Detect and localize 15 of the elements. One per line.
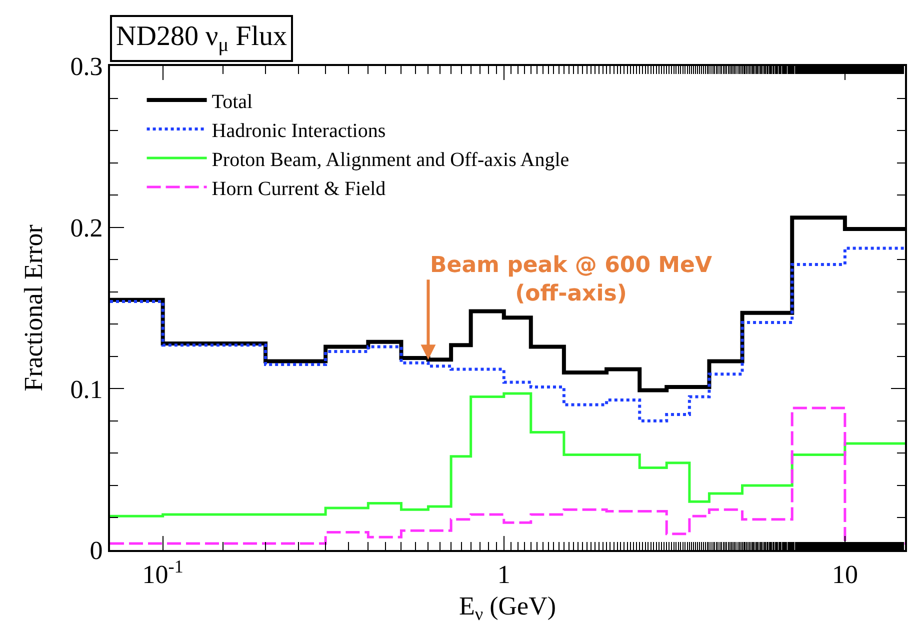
y-tick-label: 0.1 bbox=[70, 374, 103, 404]
legend-label: Proton Beam, Alignment and Off-axis Angle bbox=[212, 148, 570, 171]
x-axis-title: E$_{ν}$ (GeV) bbox=[458, 591, 556, 624]
y-tick-label: 0.3 bbox=[70, 52, 103, 82]
x-tick-label: 10 bbox=[832, 560, 858, 590]
y-axis-title: Fractional Error bbox=[19, 224, 48, 392]
annotation: Beam peak @ 600 MeV (off-axis) bbox=[430, 253, 712, 307]
y-tick-label: 0 bbox=[90, 536, 103, 566]
x-tick-label: 1 bbox=[497, 560, 510, 590]
legend-label: Horn Current & Field bbox=[212, 178, 386, 200]
legend-label: Total bbox=[212, 90, 254, 113]
legend-label: Hadronic Interactions bbox=[212, 120, 386, 142]
x-tick-label: 10$^{-1}$ bbox=[142, 556, 184, 590]
y-tick-label: 0.2 bbox=[70, 213, 103, 242]
chart-title: ND280 ν$_{μ}$ Flux bbox=[116, 21, 287, 56]
